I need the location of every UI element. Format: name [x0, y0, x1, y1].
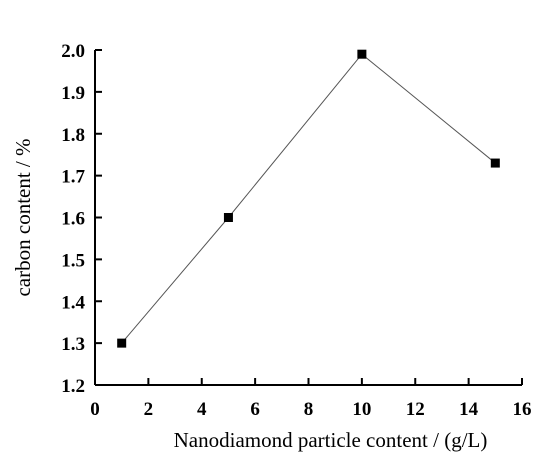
y-tick-label: 1.2 [61, 376, 85, 397]
y-tick-label: 2.0 [61, 41, 85, 62]
data-point [117, 338, 127, 348]
x-tick-label: 0 [90, 399, 100, 420]
y-tick-label: 1.8 [61, 125, 85, 146]
y-tick-label: 1.7 [61, 167, 85, 188]
x-tick-label: 12 [406, 399, 425, 420]
x-tick-label: 16 [513, 399, 532, 420]
data-point [223, 213, 233, 222]
y-tick-label: 1.4 [61, 292, 85, 313]
y-tick-label: 1.6 [61, 209, 85, 230]
data-point [490, 158, 500, 168]
x-axis-ticks: 0 2 4 6 8 10 12 14 16 [90, 378, 532, 420]
series-line [121, 53, 496, 344]
axes [94, 50, 522, 386]
y-tick-label: 1.5 [61, 250, 85, 271]
y-tick-label: 1.9 [61, 83, 85, 104]
x-tick-label: 10 [352, 399, 371, 420]
series [117, 49, 500, 348]
x-tick-label: 4 [197, 399, 207, 420]
y-axis-ticks: 1.2 1.3 1.4 1.5 1.6 1.7 1.8 1.9 2.0 [61, 41, 102, 397]
y-axis-title: carbon content / % [11, 138, 35, 296]
x-tick-label: 2 [144, 399, 154, 420]
y-tick-label: 1.3 [61, 334, 85, 355]
x-tick-label: 6 [250, 399, 260, 420]
x-tick-label: 14 [459, 399, 479, 420]
x-axis-title: Nanodiamond particle content / (g/L) [174, 428, 488, 452]
x-tick-label: 8 [304, 399, 314, 420]
data-point [357, 49, 367, 59]
